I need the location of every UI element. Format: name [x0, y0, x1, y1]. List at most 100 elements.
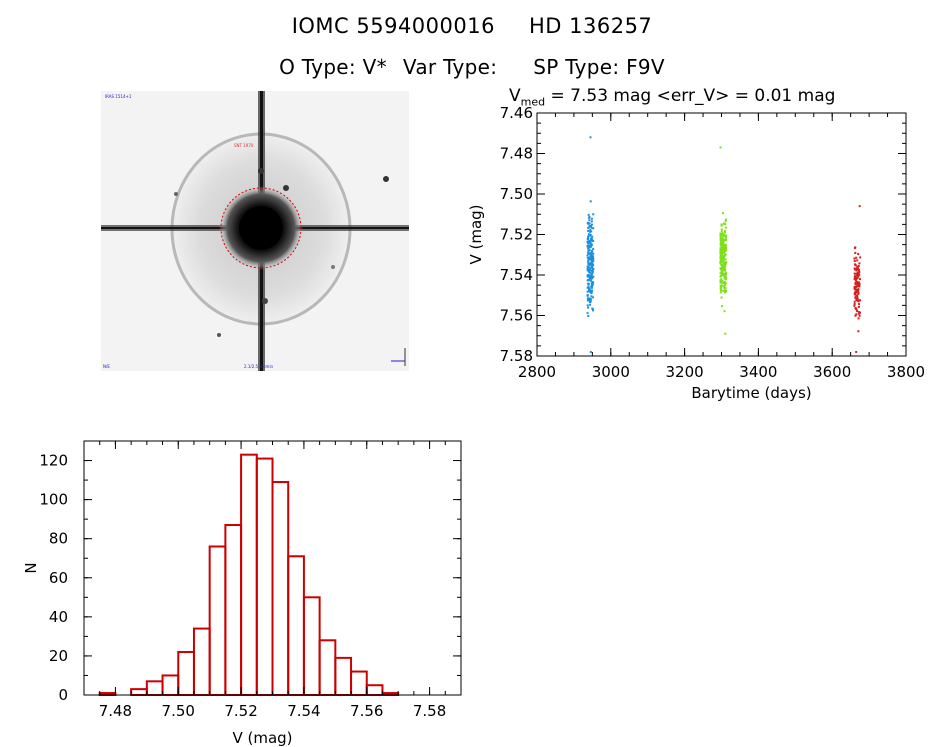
y-tick-label: 7.54: [500, 266, 533, 284]
data-point: [589, 241, 592, 244]
x-tick-label: 3000: [592, 363, 630, 381]
data-point: [587, 237, 590, 240]
histogram-bar: [287, 555, 305, 696]
data-point: [592, 296, 595, 299]
data-point: [719, 146, 722, 149]
data-point: [723, 287, 726, 290]
data-point: [858, 314, 861, 317]
histogram-bar: [350, 670, 368, 697]
data-point: [587, 226, 590, 229]
y-axis-label: N: [22, 562, 40, 573]
data-point: [724, 275, 727, 278]
data-point: [589, 136, 592, 139]
data-point: [720, 264, 723, 267]
data-point: [592, 275, 595, 278]
data-point: [722, 241, 725, 244]
data-point: [856, 265, 859, 268]
data-point: [592, 264, 595, 267]
data-point: [586, 269, 589, 272]
data-point: [857, 317, 860, 320]
data-point: [723, 251, 726, 254]
histogram-bar: [302, 596, 321, 696]
data-point: [855, 298, 858, 301]
histogram-bar: [255, 457, 274, 697]
data-point: [590, 285, 593, 288]
data-point: [855, 269, 858, 272]
data-point: [591, 262, 594, 265]
data-point: [857, 330, 860, 333]
data-point: [592, 248, 595, 251]
data-point: [720, 224, 723, 227]
data-point: [857, 272, 860, 275]
data-point: [587, 229, 590, 232]
histogram-bar: [208, 545, 227, 696]
data-point: [587, 306, 590, 309]
sky-image-graphic: IRAS 1514+1 SNT 1970 2.1/2.5 arcmin N/E: [101, 91, 409, 371]
data-point: [855, 291, 858, 294]
data-point: [722, 269, 725, 272]
histogram-bar: [334, 656, 353, 696]
data-point: [586, 304, 589, 307]
data-point: [857, 292, 860, 295]
data-point: [857, 268, 860, 271]
lightcurve-series-3: [853, 205, 862, 353]
data-point: [590, 292, 593, 295]
data-point: [859, 256, 862, 259]
data-point: [587, 213, 590, 216]
data-point: [722, 257, 725, 260]
data-point: [588, 225, 591, 228]
var-type: Var Type:: [402, 55, 498, 79]
x-tick-label: 3600: [813, 363, 851, 381]
data-point: [719, 267, 722, 270]
data-point: [724, 276, 727, 279]
data-point: [853, 287, 856, 290]
data-point: [591, 235, 594, 238]
data-point: [589, 267, 592, 270]
data-point: [856, 281, 859, 284]
data-point: [719, 272, 722, 275]
data-point: [855, 272, 858, 275]
data-point: [719, 291, 722, 294]
x-tick-label: 7.50: [162, 702, 195, 720]
data-point: [855, 289, 858, 292]
y-tick-label: 0: [58, 686, 68, 704]
data-point: [719, 279, 722, 282]
data-point: [720, 296, 723, 299]
data-point: [857, 288, 860, 291]
data-point: [857, 299, 860, 302]
data-point: [723, 238, 726, 241]
data-point: [591, 239, 594, 242]
data-point: [591, 281, 594, 284]
histogram-bar: [177, 651, 195, 696]
data-point: [590, 223, 593, 226]
data-point: [721, 239, 724, 242]
y-tick-label: 20: [49, 647, 68, 665]
svg-text:N/E: N/E: [103, 364, 110, 369]
data-point: [857, 291, 860, 294]
y-tick-label: 80: [49, 530, 68, 548]
data-point: [724, 246, 727, 249]
data-point: [858, 284, 861, 287]
data-point: [589, 291, 592, 294]
data-point: [724, 220, 727, 223]
y-axis-label: V (mag): [467, 204, 485, 264]
data-point: [721, 270, 724, 273]
histogram-bar: [271, 481, 290, 697]
data-point: [591, 268, 594, 271]
data-point: [587, 270, 590, 273]
data-point: [724, 332, 727, 335]
data-point: [855, 350, 858, 353]
data-point: [586, 254, 589, 257]
data-point: [587, 263, 590, 266]
data-point: [719, 284, 722, 287]
data-point: [723, 245, 726, 248]
data-point: [856, 289, 859, 292]
data-point: [720, 289, 723, 292]
data-point: [720, 281, 723, 284]
data-point: [589, 303, 592, 306]
data-point: [587, 241, 590, 244]
y-tick-label: 7.48: [500, 145, 533, 163]
data-point: [588, 240, 591, 243]
histogram-bar: [365, 684, 384, 697]
data-point: [587, 235, 590, 238]
